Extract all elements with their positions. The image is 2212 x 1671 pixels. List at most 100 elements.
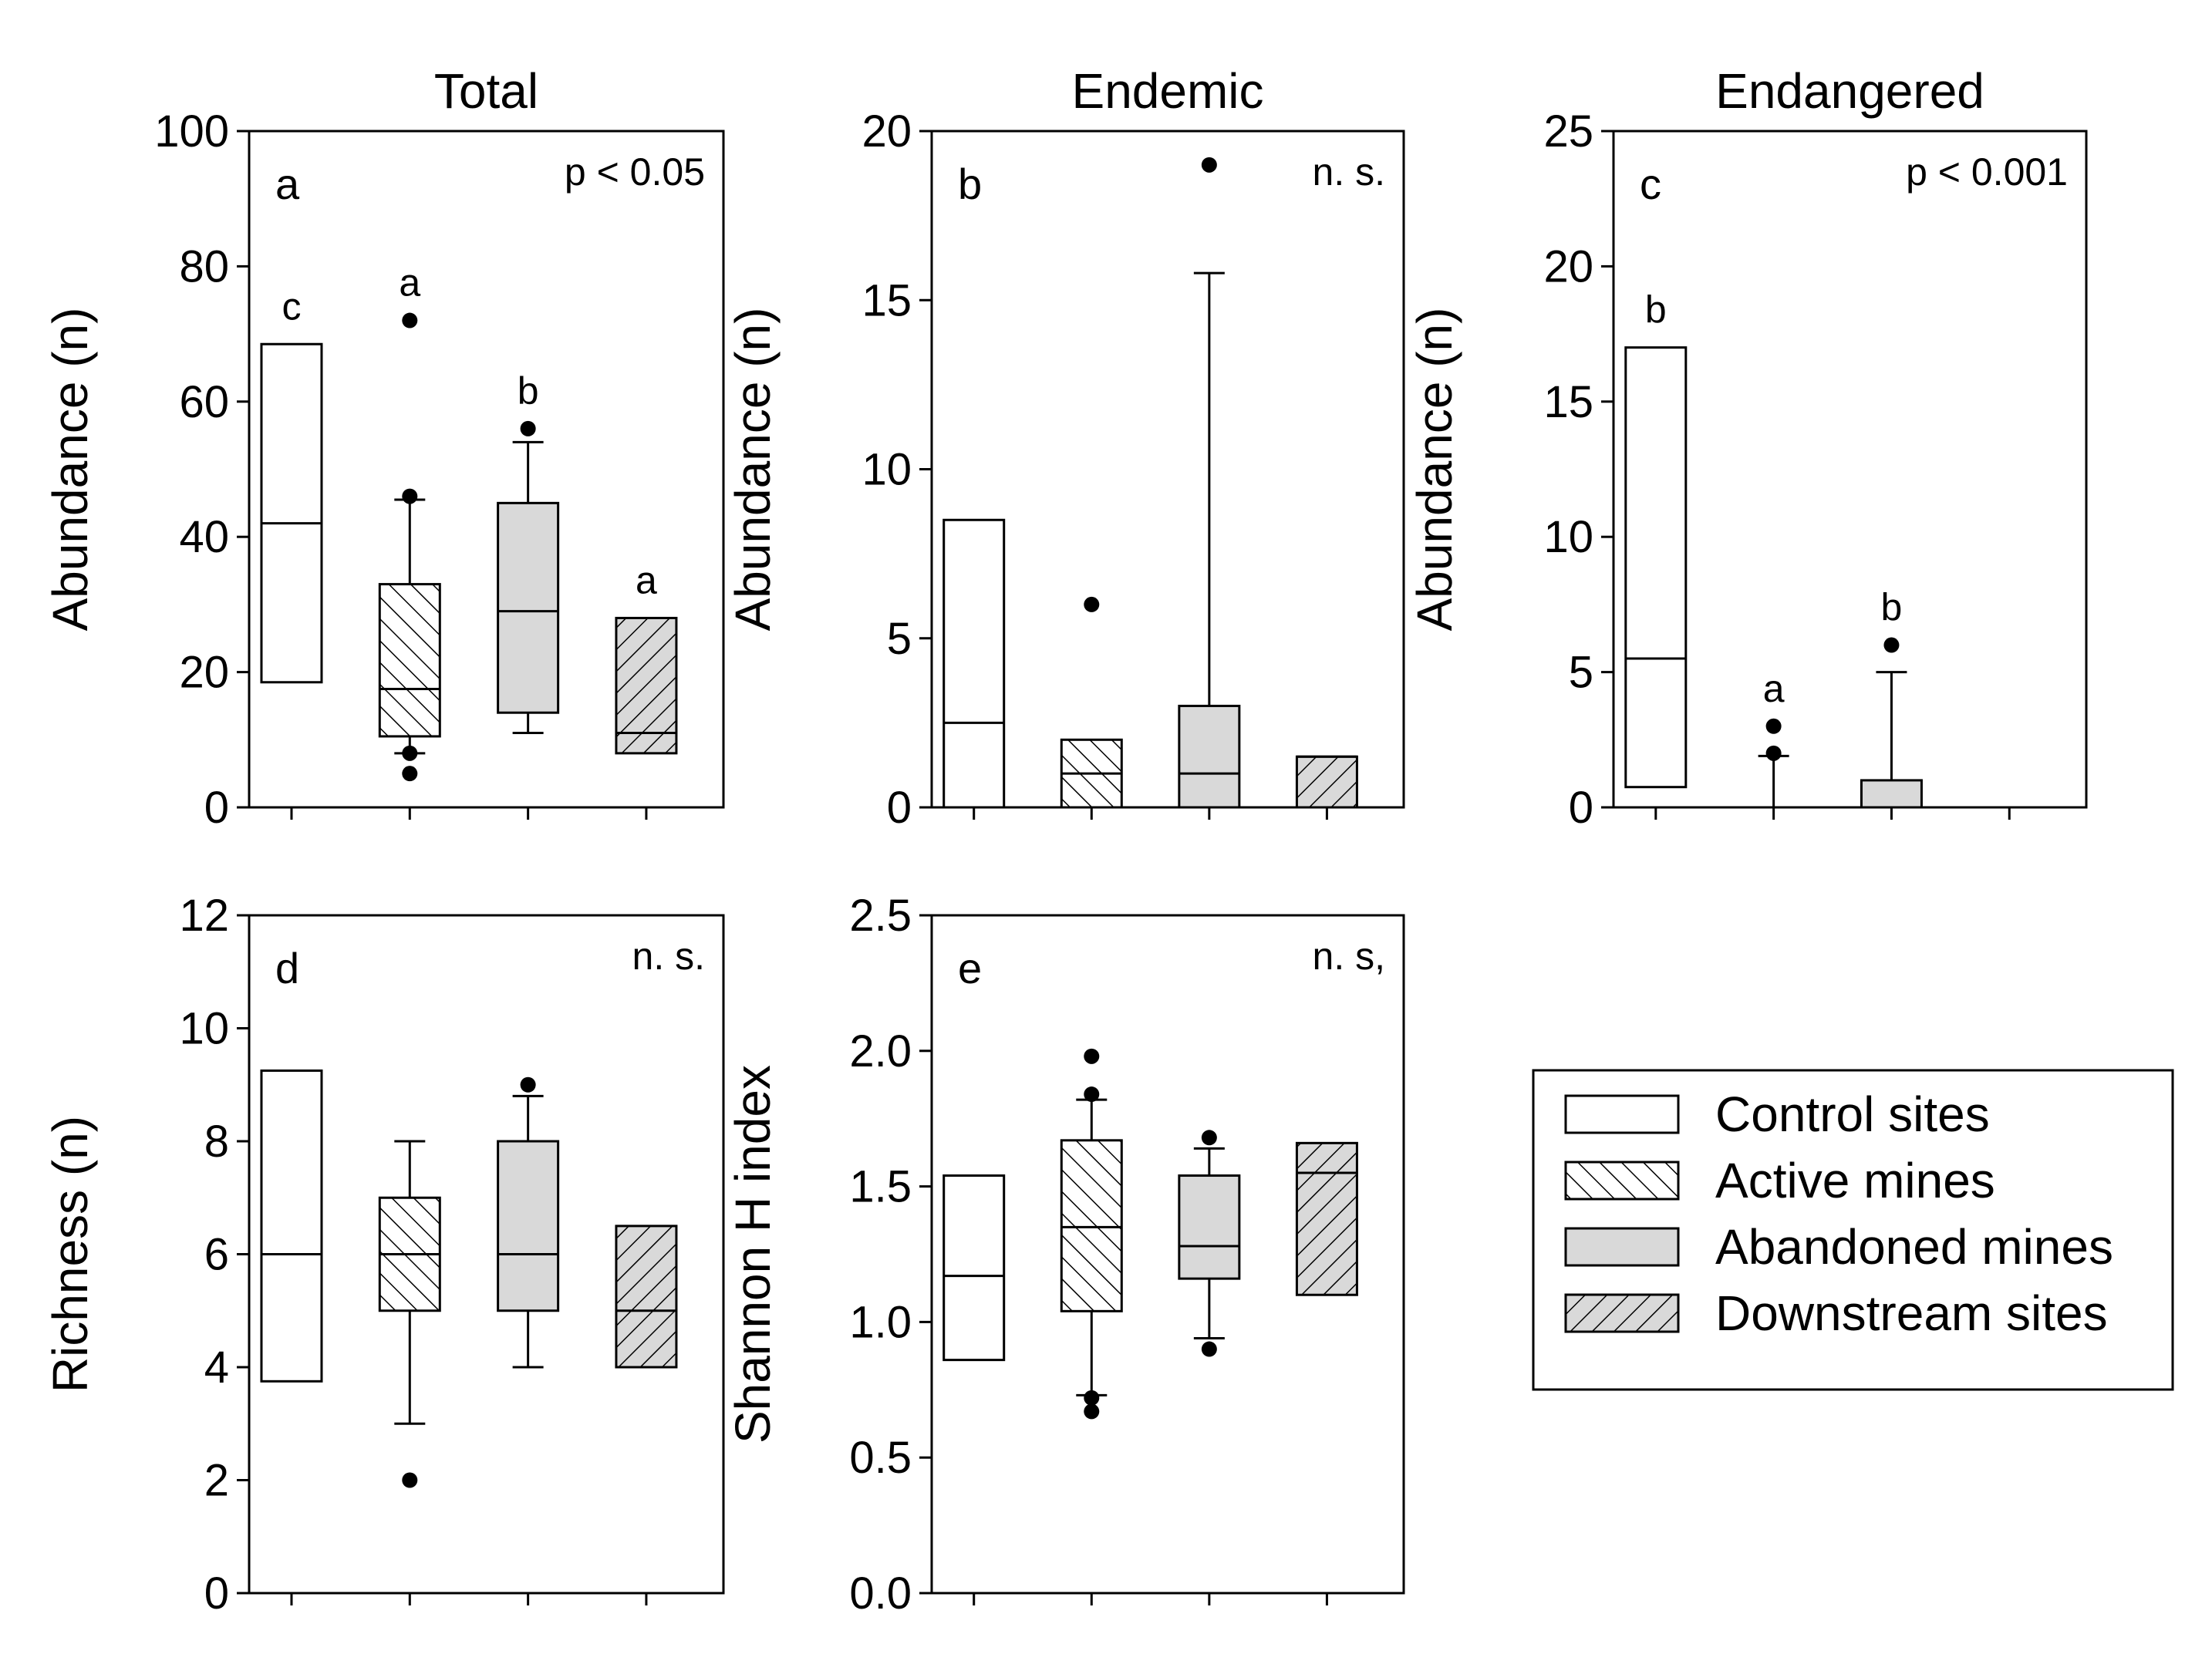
y-tick-label: 6: [204, 1230, 229, 1280]
y-tick-label: 1.5: [849, 1162, 912, 1212]
y-tick-label: 100: [154, 106, 229, 157]
legend-swatch: [1564, 1161, 1680, 1201]
box-iqr: [942, 518, 1006, 809]
legend-item-abandoned-mines: Abandoned mines: [1564, 1219, 2113, 1275]
panel-letter: a: [275, 160, 300, 208]
y-tick-label: 0: [204, 1568, 229, 1619]
box-iqr: [497, 501, 560, 714]
panel-d: 0 2 4 6 8 10 12 Richness (n) d n. s.: [42, 891, 725, 1619]
y-tick-label: 80: [179, 241, 229, 291]
outlier-point: [1084, 1086, 1100, 1103]
y-axis-title: Richness (n): [42, 1116, 98, 1393]
significance-label: p < 0.05: [565, 150, 705, 194]
outlier-point: [1765, 745, 1782, 761]
y-tick-label: 0: [887, 783, 912, 833]
panel-c: 0 5 10 15 20 25 Abundance (n) Endangered c p < 0.…: [1407, 63, 2088, 833]
box-iqr: [1178, 704, 1241, 809]
group-letter: a: [1763, 667, 1785, 710]
box-control-sites: b: [1624, 288, 1688, 789]
outlier-point: [1084, 1048, 1100, 1064]
y-tick-label: 5: [1569, 648, 1593, 698]
plot-frame: [1612, 130, 2088, 809]
box-active-mines: a: [1758, 667, 1789, 807]
box-control-sites: c: [260, 285, 323, 684]
y-tick-label: 2.5: [849, 891, 912, 941]
box-abandoned-mines: [497, 1076, 560, 1369]
y-tick-label: 12: [179, 891, 229, 941]
y-tick-label: 5: [887, 614, 912, 664]
y-tick-label: 20: [862, 106, 912, 157]
outlier-point: [402, 488, 418, 504]
y-tick-label: 0: [204, 783, 229, 833]
panel-letter: c: [1640, 160, 1661, 208]
legend-label: Abandoned mines: [1715, 1219, 2113, 1275]
box-iqr: [260, 1069, 323, 1383]
y-axis-title: Shannon H index: [725, 1065, 781, 1444]
significance-label: n. s,: [1313, 935, 1385, 978]
box-iqr: [1860, 779, 1923, 809]
outlier-point: [1084, 1403, 1100, 1420]
legend-label: Control sites: [1715, 1086, 1990, 1142]
legend: Control sites Active mines Abandoned mines…: [1532, 1069, 2174, 1391]
box-active-mines: [1060, 1048, 1123, 1420]
outlier-point: [520, 420, 536, 436]
legend-swatch: [1564, 1227, 1680, 1267]
y-tick-label: 15: [1543, 377, 1593, 427]
outlier-point: [1765, 718, 1782, 734]
box-iqr: [260, 342, 323, 684]
box-active-mines: [1060, 596, 1123, 809]
box-iqr: [615, 1225, 678, 1369]
outlier-point: [520, 1076, 536, 1093]
box-iqr: [1295, 755, 1358, 809]
box-iqr: [1060, 1139, 1123, 1312]
box-iqr: [497, 1140, 560, 1312]
panel-letter: d: [275, 944, 299, 992]
panel-title: Total: [434, 63, 538, 119]
box-iqr: [1295, 1141, 1358, 1296]
significance-label: p < 0.001: [1906, 150, 2068, 194]
legend-swatch: [1564, 1094, 1680, 1134]
panel-letter: e: [958, 944, 982, 992]
legend-swatch: [1564, 1293, 1680, 1333]
panel-title: Endemic: [1072, 63, 1264, 119]
y-tick-label: 8: [204, 1117, 229, 1167]
y-tick-label: 0.5: [849, 1433, 912, 1483]
box-downstream-sites: [1295, 755, 1358, 809]
y-tick-label: 0: [1569, 783, 1593, 833]
panel-a: 0 20 40 60 80 100 Abundance (n) Total a p < 0.05 c…: [42, 63, 725, 833]
y-tick-label: 10: [862, 445, 912, 495]
group-letter: b: [1881, 586, 1903, 629]
box-abandoned-mines: b: [497, 369, 560, 735]
plot-frame: [930, 914, 1405, 1595]
outlier-point: [1883, 637, 1900, 653]
plot-frame: [248, 130, 725, 809]
box-iqr: [1624, 346, 1688, 789]
y-tick-label: 1.0: [849, 1297, 912, 1347]
y-tick-label: 20: [1543, 241, 1593, 291]
outlier-point: [1084, 596, 1100, 612]
box-abandoned-mines: b: [1860, 586, 1923, 809]
outlier-point: [402, 745, 418, 761]
y-axis-title: Abundance (n): [42, 308, 98, 632]
legend-item-active-mines: Active mines: [1564, 1153, 1995, 1208]
y-tick-label: 25: [1543, 106, 1593, 157]
significance-label: n. s.: [632, 935, 705, 978]
outlier-point: [402, 766, 418, 782]
significance-label: n. s.: [1313, 150, 1385, 194]
outlier-point: [1084, 1390, 1100, 1406]
box-iqr: [615, 616, 678, 755]
box-downstream-sites: [1295, 1141, 1358, 1296]
group-letter: a: [636, 558, 657, 601]
legend-item-control-sites: Control sites: [1564, 1086, 1990, 1142]
box-control-sites: [260, 1069, 323, 1383]
panel-b: 0 5 10 15 20 Abundance (n) Endemic b n. s.: [725, 63, 1405, 833]
legend-label: Downstream sites: [1715, 1285, 2108, 1341]
box-control-sites: [942, 518, 1006, 809]
group-letter: b: [1645, 288, 1667, 332]
y-tick-label: 0.0: [849, 1568, 912, 1619]
group-letter: b: [518, 369, 539, 413]
box-iqr: [1178, 1174, 1241, 1280]
box-active-mines: [378, 1140, 441, 1488]
box-downstream-sites: [615, 1225, 678, 1369]
